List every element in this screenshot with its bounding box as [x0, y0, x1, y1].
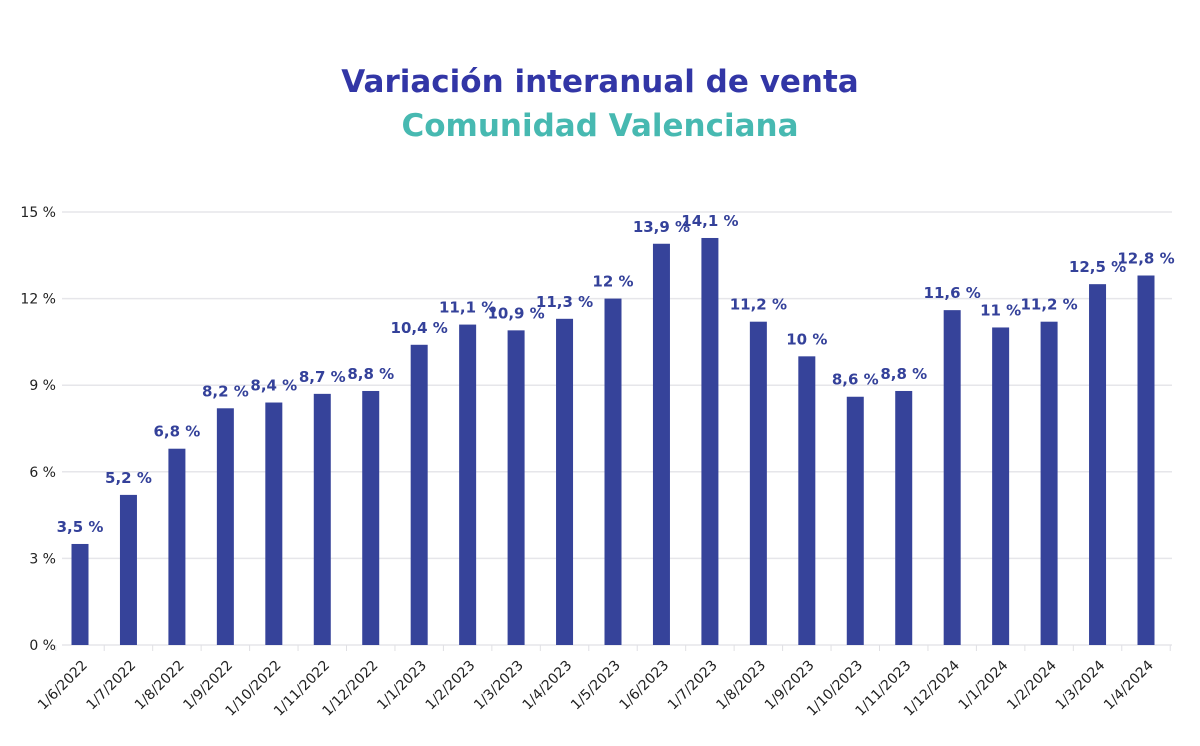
x-tick-label: 1/1/2024: [956, 657, 1012, 713]
bar: [119, 494, 137, 645]
x-tick-label: 1/6/2022: [35, 658, 91, 714]
bar: [1137, 275, 1155, 645]
y-tick-label: 0 %: [29, 638, 56, 654]
data-label: 13,9 %: [633, 218, 690, 236]
data-label: 10 %: [786, 330, 827, 348]
x-tick-label: 1/8/2022: [132, 658, 188, 714]
bar: [362, 390, 380, 645]
bar: [701, 237, 719, 646]
bar: [168, 448, 186, 645]
bar: [749, 321, 767, 645]
data-label: 8,6 %: [832, 371, 879, 389]
data-label: 11,6 %: [924, 284, 981, 302]
bar: [507, 330, 525, 645]
x-tick-label: 1/3/2023: [471, 658, 527, 714]
x-tick-label: 1/2/2023: [423, 658, 479, 714]
data-label: 10,4 %: [391, 319, 448, 337]
bar: [895, 390, 913, 645]
x-tick-label: 1/2/2024: [1004, 657, 1060, 713]
x-tick-label: 1/4/2024: [1101, 657, 1157, 713]
y-tick-label: 6 %: [29, 465, 56, 481]
y-tick-label: 9 %: [29, 378, 56, 394]
x-tick-label: 1/6/2023: [616, 658, 672, 714]
data-label: 12,8 %: [1117, 250, 1174, 268]
bar: [1089, 284, 1107, 645]
bar: [459, 324, 477, 645]
data-label: 12 %: [592, 273, 633, 291]
bar: [943, 310, 961, 645]
data-label: 8,4 %: [250, 377, 297, 395]
x-tick-label: 1/4/2023: [520, 658, 576, 714]
bar: [313, 393, 331, 645]
x-tick-label: 1/1/2023: [374, 658, 430, 714]
bar: [265, 402, 283, 645]
data-label: 11,1 %: [439, 299, 496, 317]
bar: [652, 243, 670, 645]
y-tick-label: 3 %: [29, 551, 56, 567]
bar: [1040, 321, 1058, 645]
data-label: 11,3 %: [536, 293, 593, 311]
data-label: 3,5 %: [57, 518, 104, 536]
bar: [992, 327, 1010, 645]
x-tick-label: 1/7/2023: [665, 658, 721, 714]
data-label: 10,9 %: [487, 304, 544, 322]
y-tick-label: 12 %: [20, 292, 56, 308]
data-label: 11 %: [980, 301, 1021, 319]
data-label: 14,1 %: [681, 212, 738, 230]
bar: [71, 543, 89, 645]
data-label: 8,8 %: [347, 365, 394, 383]
data-label: 8,8 %: [880, 365, 927, 383]
data-label: 11,2 %: [1020, 296, 1077, 314]
data-label: 8,2 %: [202, 382, 249, 400]
data-label: 5,2 %: [105, 469, 152, 487]
bar: [846, 396, 864, 645]
data-label: 6,8 %: [153, 423, 200, 441]
x-tick-label: 1/3/2024: [1053, 657, 1109, 713]
bar: [410, 344, 428, 645]
x-tick-label: 1/5/2023: [568, 658, 624, 714]
data-label: 11,2 %: [730, 296, 787, 314]
bar: [798, 356, 816, 645]
chart-title: Variación interanual de venta: [341, 64, 859, 100]
bar: [216, 408, 234, 645]
bar: [604, 298, 622, 645]
bar: [556, 318, 574, 645]
y-tick-label: 15 %: [20, 205, 56, 221]
data-label: 8,7 %: [299, 368, 346, 386]
chart-subtitle: Comunidad Valenciana: [401, 108, 799, 144]
x-tick-label: 1/7/2022: [83, 658, 139, 714]
x-tick-label: 1/8/2023: [713, 658, 769, 714]
data-label: 12,5 %: [1069, 258, 1126, 276]
